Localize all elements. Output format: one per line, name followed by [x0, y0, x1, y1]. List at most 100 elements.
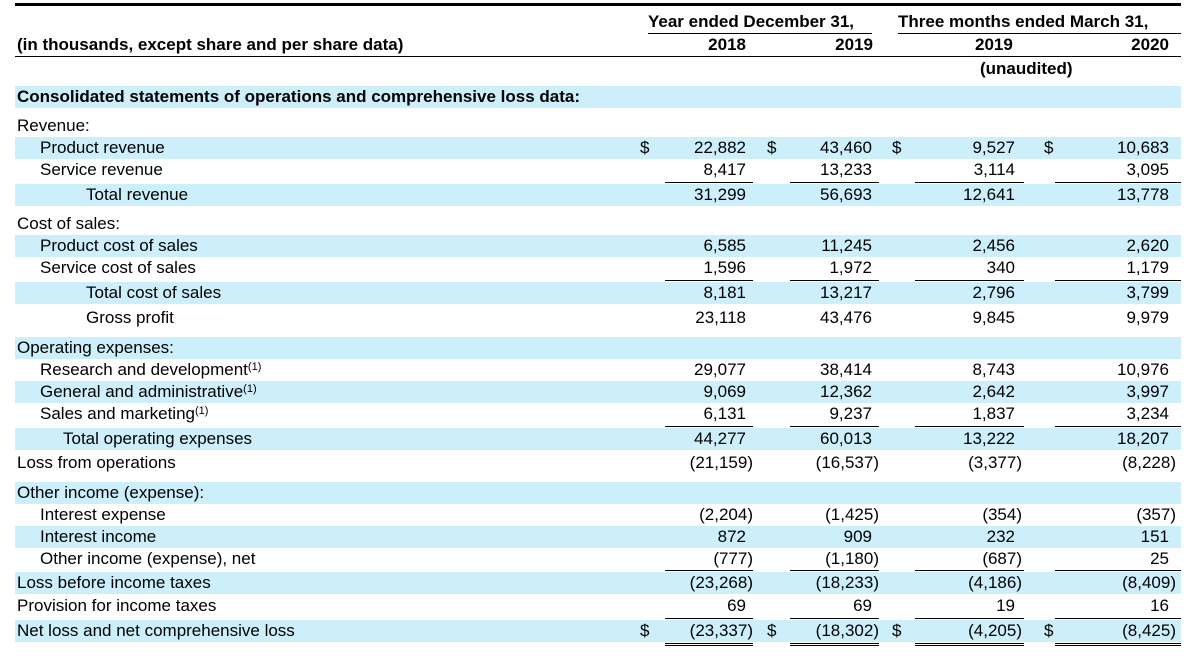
sum-rule	[1055, 426, 1181, 427]
cell-value: 3,997	[1126, 382, 1169, 401]
cell-value: (23,268)	[689, 573, 753, 592]
cell-value: 8,417	[703, 160, 746, 179]
table-row: Research and development(1) 29,077 38,414 8…	[15, 359, 1181, 381]
currency-symbol: $	[767, 621, 777, 640]
row-label: Provision for income taxes	[17, 596, 217, 615]
sum-rule	[665, 618, 753, 619]
table-row: Cost of sales:	[15, 213, 1181, 235]
double-rule	[1055, 643, 1181, 646]
cell-value: 60,013	[820, 429, 872, 448]
row-label: Net loss and net comprehensive loss	[17, 621, 295, 640]
cell-value: 69	[853, 596, 872, 615]
currency-symbol: $	[892, 138, 902, 157]
sum-rule	[665, 570, 753, 571]
table-row: Total operating expenses 44,277 60,013 13,2…	[15, 426, 1181, 450]
table-row: Service revenue 8,417 13,233 3,114 3,095	[15, 159, 1181, 181]
sum-rule	[1055, 570, 1181, 571]
group2-underline	[898, 33, 1181, 34]
table-row: Loss from operations (21,159) (16,537) (3,3…	[15, 452, 1181, 474]
cell-value: 3,095	[1126, 160, 1169, 179]
group2-title: Three months ended March 31,	[898, 12, 1149, 31]
currency-symbol: $	[767, 138, 777, 157]
cell-value: 12,641	[963, 185, 1015, 204]
cell-value: 29,077	[694, 360, 746, 379]
table-row: Gross profit 23,118 43,476 9,845 9,979	[15, 307, 1181, 329]
table-row: Service cost of sales 1,596 1,972 340 1,179	[15, 257, 1181, 279]
cell-value: 43,460	[820, 138, 872, 157]
table-row: Net loss and net comprehensive loss $ (23,…	[15, 618, 1181, 646]
row-label: Sales and marketing(1)	[40, 404, 209, 423]
cell-value: 1,179	[1126, 258, 1169, 277]
cell-value: 2,620	[1126, 236, 1169, 255]
sum-rule	[1055, 280, 1181, 281]
cell-value: 6,131	[703, 404, 746, 423]
cell-value: 9,527	[972, 138, 1015, 157]
row-label: Revenue:	[17, 116, 90, 135]
row-label: Product revenue	[40, 138, 165, 157]
section-title: Consolidated statements of operations an…	[17, 87, 581, 106]
cell-value: (357)	[1136, 505, 1176, 524]
cell-value: (8,425)	[1122, 621, 1176, 640]
sum-rule	[915, 618, 1024, 619]
cell-value: (354)	[982, 505, 1022, 524]
sum-rule	[665, 280, 753, 281]
sum-rule	[790, 182, 879, 183]
table-row: Revenue:	[15, 115, 1181, 137]
cell-value: 23,118	[695, 308, 746, 327]
sum-rule	[665, 426, 753, 427]
cell-value: 1,596	[703, 258, 746, 277]
sum-rule	[915, 280, 1024, 281]
cell-value: (4,186)	[968, 573, 1022, 592]
cell-value: 10,683	[1117, 138, 1169, 157]
row-label: Cost of sales:	[17, 214, 120, 233]
currency-symbol: $	[892, 621, 902, 640]
row-label: Total operating expenses	[63, 429, 253, 448]
cell-value: 31,299	[694, 185, 746, 204]
cell-value: 9,979	[1126, 308, 1169, 327]
currency-symbol: $	[640, 621, 650, 640]
cell-value: 38,414	[820, 360, 872, 379]
sum-rule	[790, 570, 879, 571]
group1-title: Year ended December 31,	[648, 12, 855, 31]
cell-value: (18,233)	[815, 573, 879, 592]
table-row: General and administrative(1) 9,069 12,362…	[15, 381, 1181, 403]
cell-value: 232	[986, 527, 1015, 546]
cell-value: (16,537)	[815, 453, 879, 472]
sum-rule	[1055, 182, 1181, 183]
row-label: Operating expenses:	[17, 338, 174, 357]
cell-value: 13,233	[820, 160, 872, 179]
table-row: Other income (expense):	[15, 482, 1181, 504]
double-rule	[790, 643, 879, 646]
units-label: (in thousands, except share and per shar…	[17, 35, 404, 54]
row-label: Gross profit	[86, 308, 174, 327]
table-row: Total cost of sales 8,181 13,217 2,796 3,799	[15, 280, 1181, 304]
cell-value: (21,159)	[689, 453, 753, 472]
row-label: Service cost of sales	[40, 258, 196, 277]
cell-value: 3,799	[1126, 283, 1169, 302]
cell-value: 16	[1150, 596, 1169, 615]
cell-value: (2,204)	[699, 505, 753, 524]
top-rule	[15, 3, 1181, 6]
sum-rule	[1055, 618, 1181, 619]
cell-value: 340	[986, 258, 1015, 277]
col-year-4: 2020	[1131, 35, 1169, 54]
table-row: Sales and marketing(1) 6,131 9,237 1,837 3,2…	[15, 403, 1181, 425]
footnote-marker: (1)	[243, 383, 257, 395]
double-rule	[665, 643, 753, 646]
cell-value: 2,456	[972, 236, 1015, 255]
cell-value: 1,837	[972, 404, 1015, 423]
sum-rule	[665, 182, 753, 183]
cell-value: (18,302)	[815, 621, 879, 640]
cell-value: 3,234	[1126, 404, 1169, 423]
cell-value: 25	[1150, 549, 1169, 568]
row-label: Service revenue	[40, 160, 163, 179]
currency-symbol: $	[640, 138, 650, 157]
cell-value: 151	[1140, 527, 1169, 546]
table-row: Interest expense (2,204) (1,425) (354) (357)	[15, 504, 1181, 526]
table-row: Total revenue 31,299 56,693 12,641 13,778	[15, 182, 1181, 206]
cell-value: 909	[843, 527, 872, 546]
table-row: Operating expenses:	[15, 337, 1181, 359]
row-label: Interest income	[40, 527, 157, 546]
cell-value: (3,377)	[968, 453, 1022, 472]
row-label: Product cost of sales	[40, 236, 198, 255]
